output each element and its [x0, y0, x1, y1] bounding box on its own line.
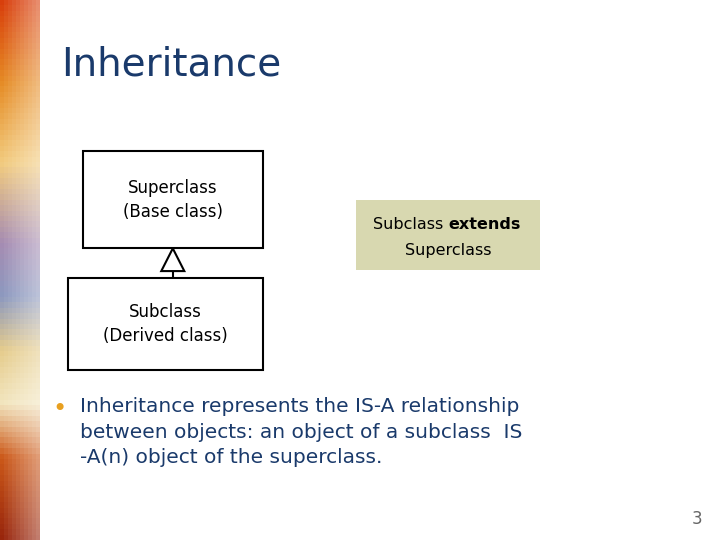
- Text: •: •: [53, 397, 67, 421]
- Polygon shape: [161, 248, 184, 271]
- Text: Subclass
(Derived class): Subclass (Derived class): [103, 303, 228, 345]
- Text: 3: 3: [691, 510, 702, 528]
- Text: Subclass: Subclass: [373, 217, 448, 232]
- Text: Superclass: Superclass: [405, 243, 492, 258]
- Text: Superclass
(Base class): Superclass (Base class): [123, 179, 222, 221]
- Text: Inheritance represents the IS-A relationship
between objects: an object of a sub: Inheritance represents the IS-A relation…: [80, 397, 522, 468]
- FancyBboxPatch shape: [83, 151, 263, 248]
- Text: Inheritance: Inheritance: [61, 46, 282, 84]
- FancyBboxPatch shape: [68, 278, 263, 370]
- Text: extends: extends: [448, 217, 521, 232]
- FancyBboxPatch shape: [356, 200, 540, 270]
